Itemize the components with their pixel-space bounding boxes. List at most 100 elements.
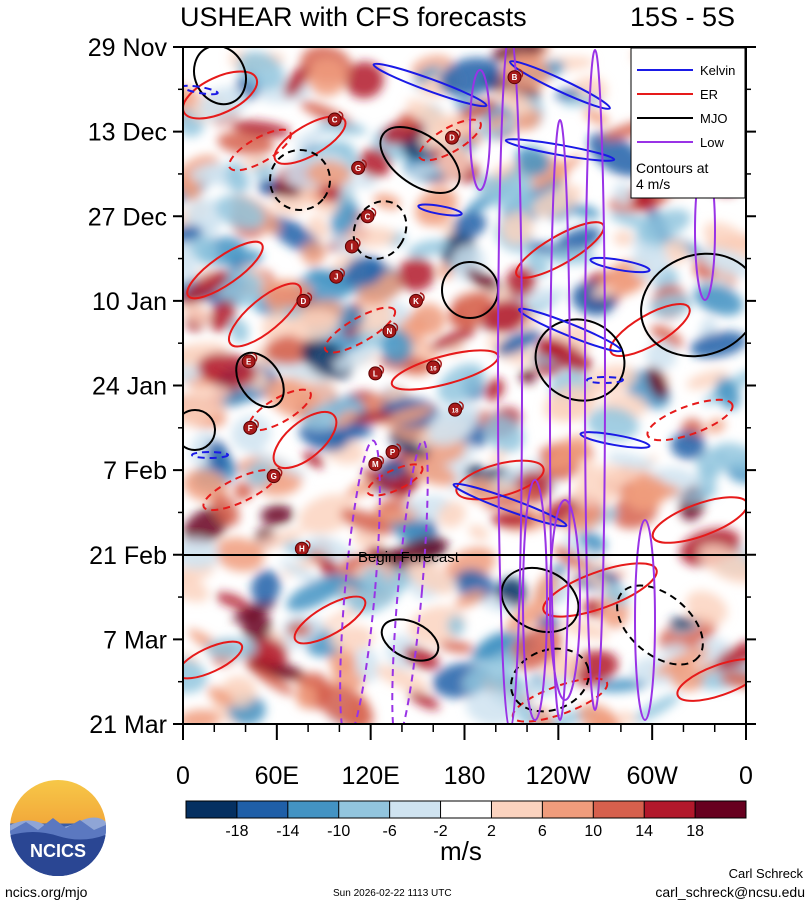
storm-icon — [426, 360, 441, 375]
author-email[interactable]: carl_schreck@ncsu.edu — [655, 884, 805, 900]
low-contour — [634, 519, 656, 721]
kelvin-contour — [417, 203, 463, 217]
shading-cell — [237, 51, 285, 90]
low-contour — [522, 479, 548, 721]
shading-cell — [397, 257, 435, 292]
storm-label: I — [351, 242, 353, 251]
shading-cell — [403, 646, 440, 670]
shading-cell — [301, 241, 326, 266]
shading-cell — [189, 233, 218, 266]
storm-icon-tail — [252, 352, 258, 362]
shading-cell — [294, 126, 329, 148]
storm-label: B — [512, 73, 518, 82]
storm-icon — [351, 160, 366, 175]
y-tick-label: 21 Feb — [89, 542, 167, 570]
shading-cell — [554, 546, 594, 574]
timestamp: Sun 2026-02-22 1113 UTC — [333, 888, 452, 899]
shading-cell — [437, 639, 475, 654]
colorbar-swatch — [542, 801, 594, 818]
storm-marker: 18 — [448, 400, 464, 417]
shading-cell — [206, 440, 231, 473]
shading-cell — [453, 211, 487, 238]
shading-cell — [183, 538, 220, 570]
storm-icon-tail — [307, 292, 313, 302]
colorbar-swatch — [186, 801, 238, 818]
shading-cell — [683, 487, 718, 503]
shading-cell — [295, 684, 317, 709]
storm-icon-tail — [338, 110, 344, 120]
shading-cell — [641, 209, 691, 239]
colorbar-label: -14 — [276, 823, 299, 840]
shading-cell — [215, 592, 249, 610]
colorbar-swatch — [440, 801, 492, 818]
shading-cell — [183, 258, 199, 279]
storm-icon-tail — [277, 467, 283, 477]
shading-cell — [316, 683, 374, 724]
colorbar-units: m/s — [440, 836, 482, 866]
storm-label: G — [271, 472, 277, 481]
storm-icon-tail — [379, 364, 385, 374]
y-tick-label: 7 Mar — [103, 626, 167, 654]
x-tick-label: 60W — [626, 762, 678, 790]
mjo-contour — [352, 200, 408, 260]
y-tick-label: 24 Jan — [92, 373, 167, 401]
storm-icon — [243, 420, 258, 435]
colorbar-swatch — [287, 801, 340, 818]
shading-cell — [525, 247, 549, 277]
er-contour — [228, 128, 292, 172]
storm-label: D — [449, 134, 455, 143]
shading-cell — [537, 337, 593, 373]
shading-cell — [354, 174, 376, 189]
shading-cell — [654, 647, 710, 677]
shading-cell — [496, 329, 541, 356]
er-contour — [293, 595, 367, 645]
storm-label: P — [390, 448, 396, 457]
storm-label: K — [413, 297, 419, 306]
colorbar-swatch — [236, 801, 289, 818]
shading-cell — [380, 330, 413, 365]
kelvin-contour — [504, 138, 616, 162]
storm-markers: B C D G C I J K D N E 16 L 18 F P M G H — [241, 68, 524, 556]
shading-cell — [532, 154, 583, 191]
colorbar-swatch — [593, 801, 645, 818]
shading-cell — [407, 164, 441, 177]
shading-cell — [399, 112, 416, 130]
shading-cell — [270, 361, 331, 383]
storm-icon-tail — [339, 267, 345, 278]
storm-icon — [329, 269, 344, 284]
shading-cell — [706, 418, 726, 434]
shading-cell — [405, 561, 455, 595]
shading-cell — [183, 301, 211, 325]
shading-cell — [260, 504, 294, 526]
storm-icon-tail — [419, 292, 425, 302]
shading-cell — [298, 494, 357, 534]
er-contour — [542, 562, 658, 618]
low-contour — [549, 499, 581, 701]
storm-marker: C — [360, 207, 377, 224]
er-contour — [228, 282, 302, 348]
storm-icon — [368, 366, 383, 381]
shading-cell — [186, 198, 225, 234]
storm-label: 16 — [430, 366, 437, 372]
colorbar-swatch — [644, 801, 696, 818]
storm-label: F — [248, 424, 253, 433]
ncics-logo: NCICS — [10, 780, 106, 876]
mjo-contour — [534, 318, 626, 402]
legend-note: Contours at — [636, 160, 708, 176]
colorbar-label: 10 — [584, 823, 602, 840]
logo-text: NCICS — [30, 841, 86, 861]
storm-label: G — [355, 164, 361, 173]
shading-cell — [183, 270, 230, 305]
storm-label: J — [334, 273, 338, 282]
colorbar-label: 14 — [635, 823, 653, 840]
kelvin-contour — [579, 431, 651, 449]
shading-cell — [531, 185, 582, 218]
site-link[interactable]: ncics.org/mjo — [5, 884, 88, 900]
shading-cell — [465, 268, 501, 292]
shading-cell — [302, 451, 325, 468]
storm-marker: P — [385, 443, 402, 459]
storm-icon — [360, 209, 375, 224]
storm-marker: E — [241, 352, 258, 369]
storm-label: L — [373, 369, 378, 378]
storm-marker: D — [296, 292, 313, 308]
